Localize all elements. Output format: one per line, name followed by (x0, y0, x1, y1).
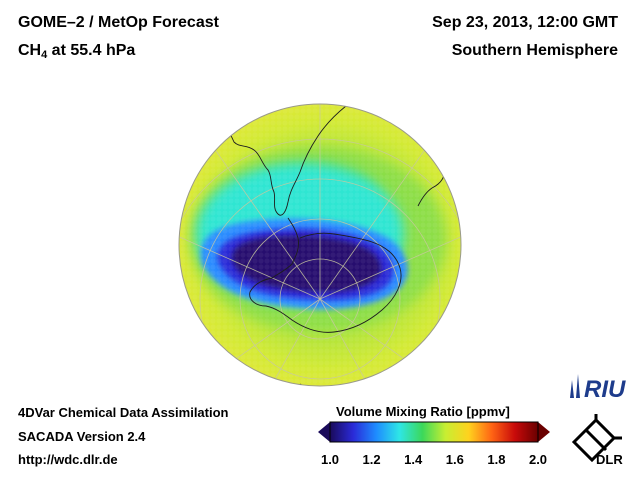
antarctic-peninsula (271, 217, 299, 279)
colorbar-tick-label: 1.8 (487, 452, 506, 467)
pressure-level: at 55.4 hPa (47, 42, 136, 59)
colorbar-low-arrow (318, 422, 330, 442)
dlr-logo-mark (571, 414, 622, 463)
region-label: Southern Hemisphere (451, 42, 618, 59)
field-layer (179, 104, 461, 386)
colorbar-tick-label: 2.0 (528, 452, 548, 467)
species-subscript: 4 (41, 49, 48, 61)
colorbar-tick-label: 1.0 (320, 452, 340, 467)
colorbar-tick-label: 1.6 (445, 452, 464, 467)
riu-logo-mark (570, 374, 580, 398)
map-title: GOME–2 / MetOp Forecast (18, 14, 219, 31)
forecast-datetime: Sep 23, 2013, 12:00 GMT (432, 14, 618, 31)
hemisphere-map (178, 103, 462, 387)
species-name: CH (18, 42, 42, 59)
credit-version: SACADA Version 2.4 (18, 429, 146, 444)
map-subtitle: CH4 at 55.4 hPa (18, 42, 135, 61)
credit-assimilation: 4DVar Chemical Data Assimilation (18, 405, 229, 420)
riu-logo: RIU (570, 374, 626, 403)
colorbar-high-arrow (538, 422, 550, 442)
colorbar-tick-label: 1.2 (362, 452, 381, 467)
antarctica-coast (249, 232, 402, 333)
colorbar-tick-label: 1.4 (404, 452, 423, 467)
dlr-logo: DLR (571, 414, 623, 467)
colorbar-title: Volume Mixing Ratio [ppmv] (336, 404, 510, 419)
colorbar (318, 421, 550, 443)
south-america-coast (209, 105, 347, 216)
colorbar-bar (330, 422, 538, 442)
credit-url[interactable]: http://wdc.dlr.de (18, 452, 118, 467)
dlr-logo-text: DLR (596, 452, 623, 467)
riu-logo-text: RIU (584, 376, 626, 403)
